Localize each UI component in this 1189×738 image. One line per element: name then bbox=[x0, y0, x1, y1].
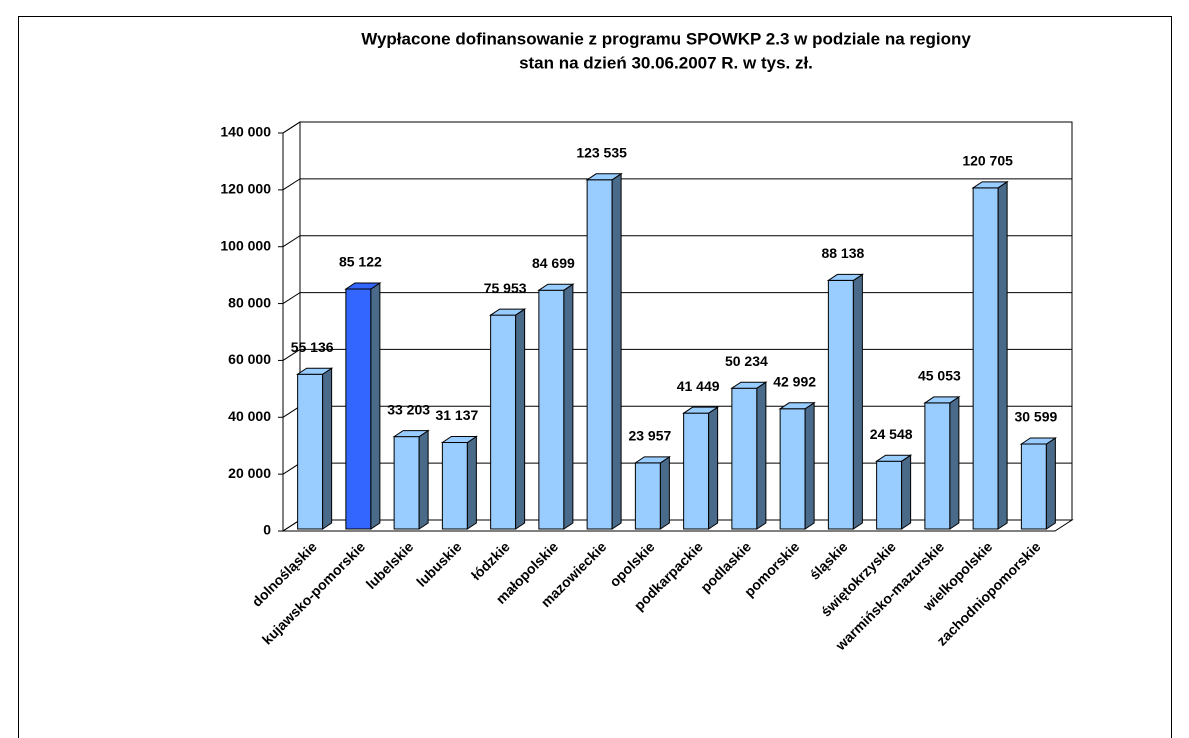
grid-line bbox=[282, 292, 1072, 304]
value-label: 123 535 bbox=[576, 145, 627, 161]
bar-side bbox=[466, 435, 477, 530]
y-tick-label: 100 000 bbox=[220, 237, 271, 253]
x-tick-label: lubuskie bbox=[413, 538, 465, 590]
bar bbox=[876, 460, 903, 530]
grid-line bbox=[282, 348, 1072, 361]
value-label: 42 992 bbox=[773, 373, 816, 389]
grid-line bbox=[282, 235, 1072, 248]
bar-side bbox=[659, 455, 670, 530]
bar-side bbox=[804, 401, 815, 530]
value-label: 30 599 bbox=[1014, 409, 1057, 425]
bar-top bbox=[923, 396, 961, 404]
bar-side bbox=[515, 308, 526, 530]
y-tick-label: 60 000 bbox=[228, 351, 271, 367]
value-label: 84 699 bbox=[532, 255, 575, 271]
value-label: 45 053 bbox=[918, 368, 961, 384]
chart-title: Wypłacone dofinansowanie z programu SPOW… bbox=[361, 29, 971, 48]
bar-top bbox=[585, 173, 623, 181]
bar-side bbox=[852, 273, 863, 530]
bar-side bbox=[997, 180, 1008, 530]
bar bbox=[827, 279, 854, 530]
bar-top bbox=[488, 308, 527, 316]
bar bbox=[1020, 443, 1047, 530]
y-tick-label: 120 000 bbox=[220, 181, 271, 197]
bar bbox=[297, 373, 324, 530]
chart-subtitle: stan na dzień 30.06.2007 R. w tys. zł. bbox=[519, 53, 813, 72]
bar bbox=[345, 288, 372, 530]
value-label: 50 234 bbox=[725, 353, 768, 369]
bar-top bbox=[633, 456, 672, 464]
bar bbox=[731, 387, 758, 530]
bar bbox=[924, 402, 951, 530]
bar-top bbox=[681, 406, 720, 414]
bar-top bbox=[826, 273, 865, 281]
x-tick-label: śląskie bbox=[806, 538, 850, 582]
value-label: 24 548 bbox=[870, 426, 913, 442]
bar-top bbox=[730, 381, 768, 389]
bar-side bbox=[901, 454, 912, 530]
bar bbox=[490, 314, 517, 530]
y-tick-label: 40 000 bbox=[228, 408, 271, 424]
bar-top bbox=[778, 402, 816, 410]
value-label: 31 137 bbox=[435, 407, 478, 423]
grid-line bbox=[282, 178, 1072, 191]
y-tick-label: 0 bbox=[263, 522, 271, 538]
bar bbox=[538, 289, 565, 530]
bar bbox=[972, 187, 999, 530]
bar-top bbox=[392, 430, 430, 438]
y-tick-label: 80 000 bbox=[228, 294, 271, 310]
bar bbox=[634, 462, 661, 530]
value-label: 88 138 bbox=[821, 245, 864, 261]
chart-frame bbox=[18, 16, 1172, 738]
bar-side bbox=[756, 381, 767, 530]
bar-top bbox=[295, 367, 334, 375]
bar bbox=[683, 412, 710, 530]
value-label: 55 136 bbox=[291, 339, 334, 355]
bar-top bbox=[440, 435, 479, 443]
value-label: 23 957 bbox=[628, 428, 671, 444]
x-tick-label: lubelskie bbox=[363, 538, 417, 592]
bar bbox=[779, 408, 806, 530]
bar-side bbox=[370, 282, 381, 530]
bar-side bbox=[949, 395, 960, 530]
x-tick-label: łódzkie bbox=[468, 538, 513, 583]
value-label: 120 705 bbox=[962, 153, 1013, 169]
value-label: 41 449 bbox=[677, 378, 720, 394]
bar-side bbox=[418, 429, 429, 530]
bar-side bbox=[708, 406, 719, 530]
y-tick-label: 20 000 bbox=[228, 465, 271, 481]
value-label: 85 122 bbox=[339, 254, 382, 270]
bar-top bbox=[971, 181, 1009, 189]
bar-side bbox=[611, 172, 622, 530]
bar-top bbox=[344, 282, 382, 290]
bar-side bbox=[322, 367, 333, 530]
bar bbox=[441, 441, 468, 530]
y-tick-label: 140 000 bbox=[220, 124, 271, 140]
value-label: 75 953 bbox=[484, 280, 527, 296]
bar bbox=[586, 179, 613, 530]
bar-side bbox=[563, 283, 574, 530]
value-label: 33 203 bbox=[387, 401, 430, 417]
bar bbox=[393, 436, 420, 530]
bar-top bbox=[1019, 437, 1058, 445]
bar-side bbox=[1045, 437, 1056, 530]
bar-top bbox=[874, 454, 913, 462]
grid-line bbox=[282, 121, 1072, 134]
bar-top bbox=[537, 283, 575, 291]
